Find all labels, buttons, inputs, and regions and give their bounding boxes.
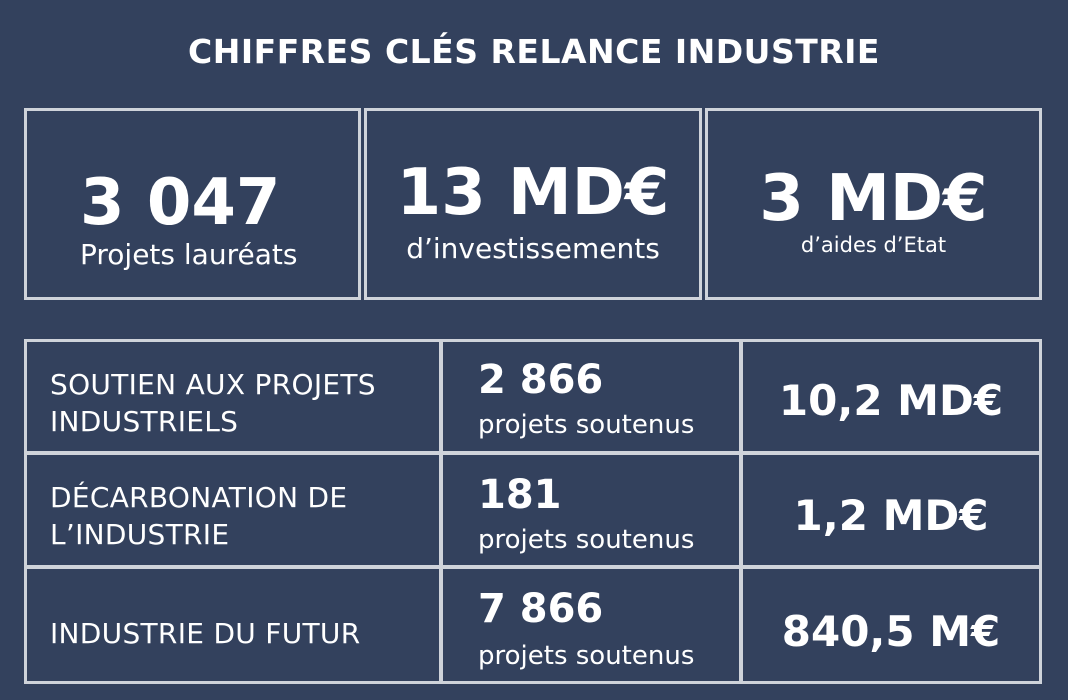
kpi-box-state-aid: 3 MD€ d’aides d’Etat — [705, 108, 1042, 300]
kpi-label: d’investissements — [406, 232, 660, 265]
kpi-value: 3 MD€ — [759, 162, 988, 236]
table-row-projects-cell: 2 866 projets soutenus — [440, 339, 742, 454]
kpi-label: Projets lauréats — [80, 238, 298, 271]
projects-label: projets soutenus — [478, 410, 695, 440]
projects-label: projets soutenus — [478, 641, 695, 671]
projects-count: 2 866 — [478, 357, 604, 403]
amount-value: 840,5 M€ — [781, 607, 1001, 656]
kpi-box-projects: 3 047 Projets lauréats — [24, 108, 361, 300]
table-row-category-cell: DÉCARBONATION DE L’INDUSTRIE — [24, 452, 442, 568]
kpi-value: 3 047 — [80, 166, 281, 240]
kpi-label: d’aides d’Etat — [800, 233, 947, 257]
category-label: DÉCARBONATION DE L’INDUSTRIE — [50, 481, 348, 551]
projects-label: projets soutenus — [478, 525, 695, 555]
projects-count: 181 — [478, 472, 562, 518]
amount-value: 10,2 MD€ — [778, 376, 1004, 425]
table-row-amount-cell: 10,2 MD€ — [740, 339, 1042, 454]
table-row-amount-cell: 840,5 M€ — [740, 566, 1042, 684]
category-label: SOUTIEN AUX PROJETS INDUSTRIELS — [50, 368, 376, 438]
table-row-category-cell: SOUTIEN AUX PROJETS INDUSTRIELS — [24, 339, 442, 454]
kpi-box-investments: 13 MD€ d’investissements — [364, 108, 702, 300]
projects-count: 7 866 — [478, 586, 604, 632]
table-row-amount-cell: 1,2 MD€ — [740, 452, 1042, 568]
amount-value: 1,2 MD€ — [793, 491, 989, 540]
table-row-category-cell: INDUSTRIE DU FUTUR — [24, 566, 442, 684]
table-row-projects-cell: 7 866 projets soutenus — [440, 566, 742, 684]
category-label: INDUSTRIE DU FUTUR — [50, 617, 361, 650]
table-row-projects-cell: 181 projets soutenus — [440, 452, 742, 568]
page-title: CHIFFRES CLÉS RELANCE INDUSTRIE — [188, 32, 880, 71]
kpi-value: 13 MD€ — [396, 156, 670, 230]
